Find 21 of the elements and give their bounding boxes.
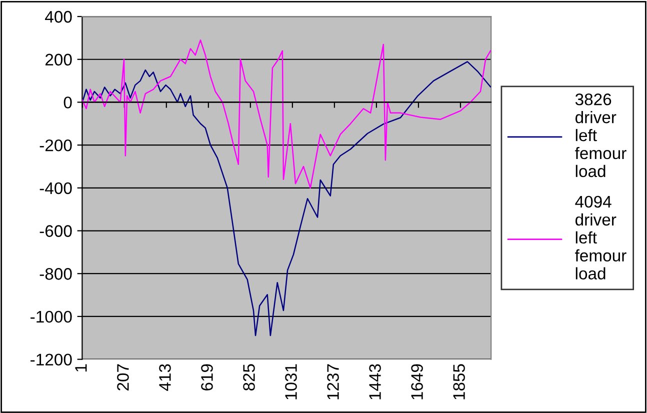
x-tick-label: 1855 [453, 364, 465, 400]
legend-label: 4094 driver left femour load [575, 196, 626, 280]
x-tick-label: 619 [201, 364, 213, 390]
x-tick-label: 1649 [411, 364, 423, 400]
y-tick-label: 0 [64, 96, 72, 108]
x-tick-label: 1 [75, 364, 87, 372]
y-tick-label: -800 [40, 268, 72, 280]
x-tick-label: 1031 [285, 364, 297, 400]
y-tick-label: 400 [45, 10, 72, 23]
y-tick-label: -600 [40, 225, 72, 237]
y-tick-label: 200 [45, 54, 72, 66]
x-tick-label: 413 [159, 364, 171, 391]
y-tick-label: -200 [40, 139, 72, 152]
x-tick-label: 207 [117, 364, 129, 390]
x-tick-label: 1237 [327, 364, 339, 400]
y-tick-label: -1000 [30, 310, 72, 323]
y-tick-label: -400 [40, 182, 72, 194]
y-tick-label: -1200 [30, 354, 72, 366]
legend-label: 3826 driver left femour load [575, 94, 626, 178]
x-tick-label: 825 [243, 364, 255, 391]
x-tick-label: 1443 [369, 364, 381, 400]
